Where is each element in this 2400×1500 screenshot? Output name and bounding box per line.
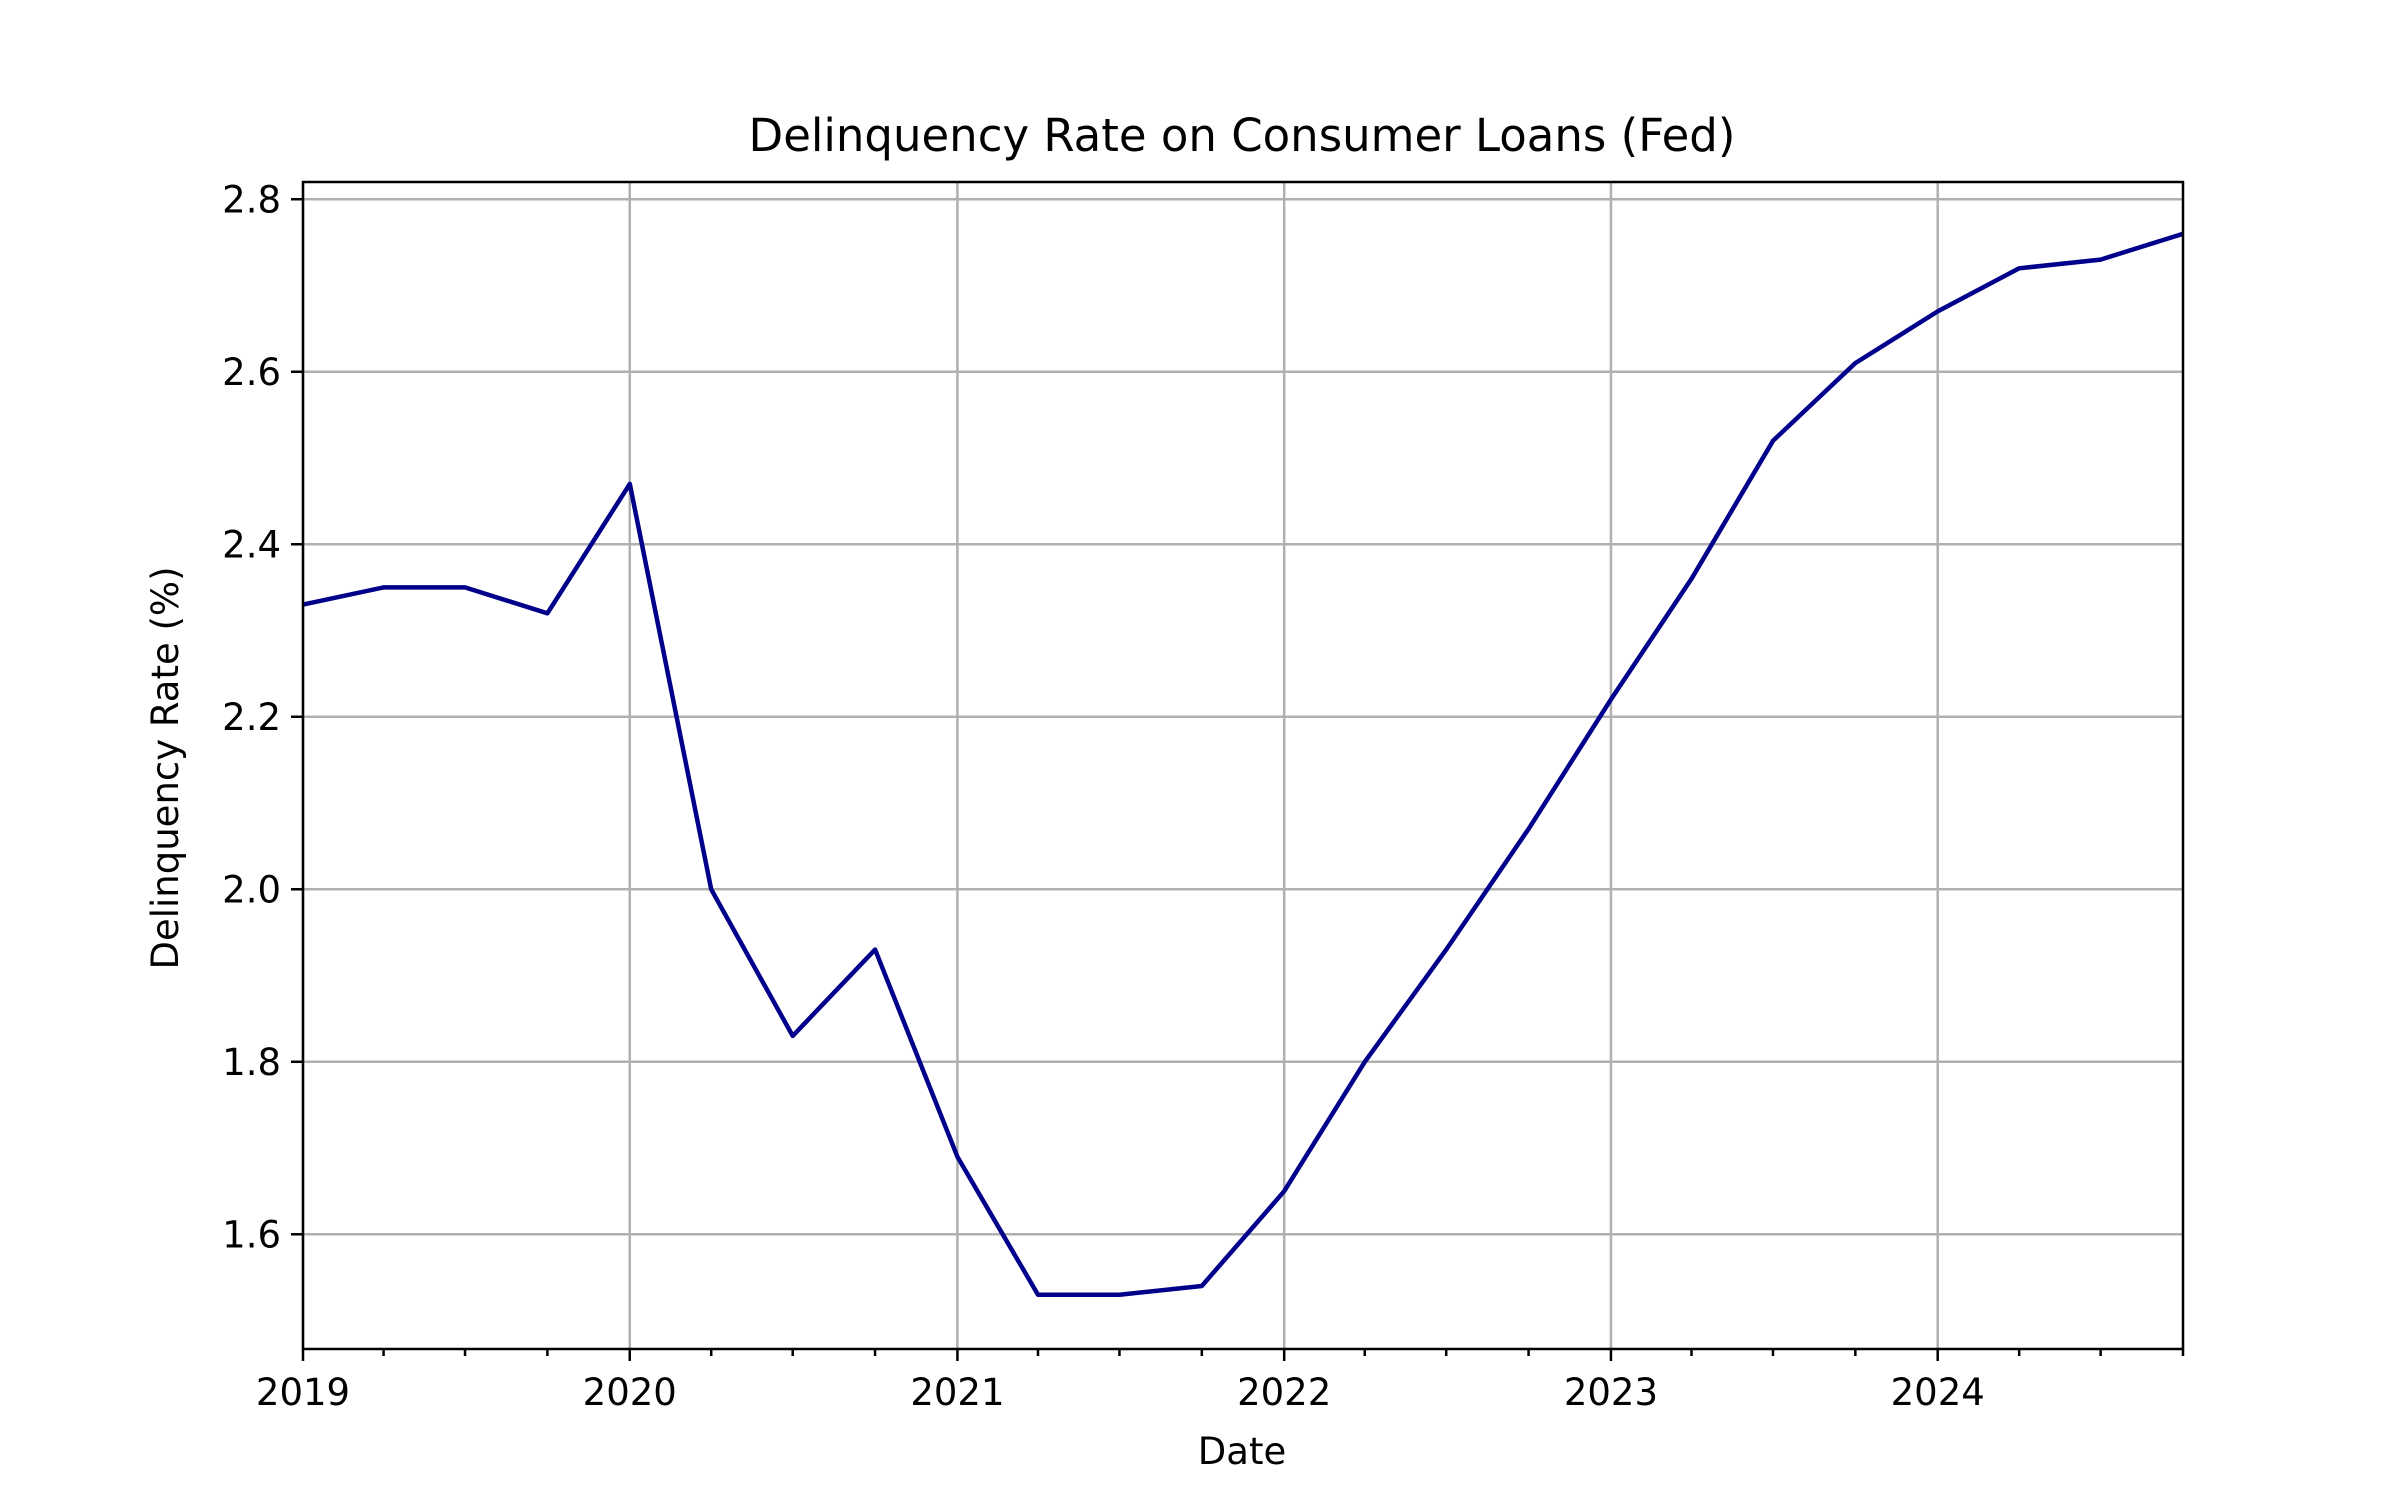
x-axis-label: Date — [1198, 1430, 1286, 1473]
plot-frame — [301, 180, 2185, 1351]
chart-title: Delinquency Rate on Consumer Loans (Fed) — [749, 109, 1736, 162]
y-tick-label: 2.0 — [222, 868, 281, 911]
y-tick-label: 2.2 — [222, 696, 281, 739]
x-tick-label: 2020 — [583, 1371, 677, 1414]
ticks: 1.6 1.8 2.0 2.2 2.4 2.6 2.8 2019 2020 2021 2022 202… — [222, 178, 2185, 1414]
gridlines — [301, 182, 2183, 1349]
y-tick-label: 2.8 — [222, 178, 281, 221]
y-axis-label: Delinquency Rate (%) — [144, 566, 187, 969]
x-tick-label: 2024 — [1891, 1371, 1985, 1414]
series-line — [302, 231, 2184, 1297]
y-tick-label: 2.4 — [222, 523, 281, 566]
x-tick-label: 2019 — [256, 1371, 350, 1414]
x-tick-label: 2022 — [1237, 1371, 1331, 1414]
series-layer — [302, 231, 2184, 1297]
y-tick-label: 1.8 — [222, 1041, 281, 1084]
x-tick-label: 2021 — [910, 1371, 1004, 1414]
y-tick-label: 2.6 — [222, 351, 281, 394]
x-tick-label: 2023 — [1564, 1371, 1658, 1414]
y-tick-label: 1.6 — [222, 1213, 281, 1256]
